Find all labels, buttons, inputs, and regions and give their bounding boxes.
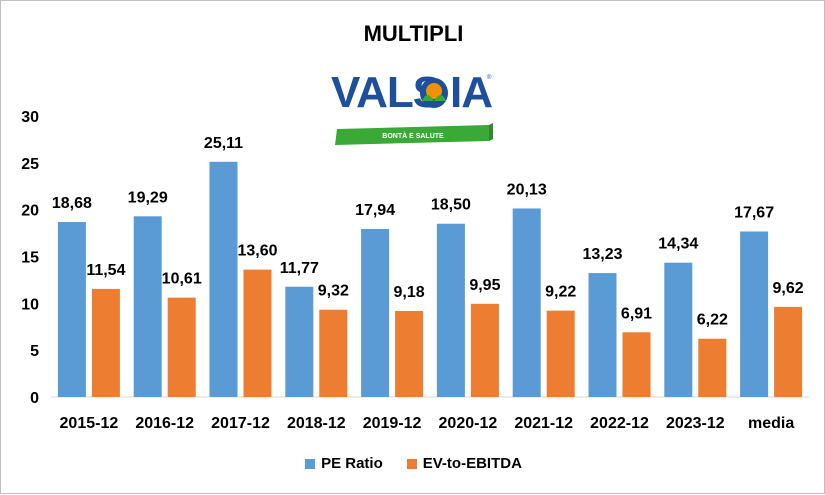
valsoia-logo: VALS IA ® BONTÀ E SALUTE <box>329 67 494 154</box>
bar-pe-ratio <box>209 161 238 397</box>
data-label-ev-to-ebitda: 10,61 <box>162 271 202 288</box>
bar-ev-to-ebitda <box>243 269 272 397</box>
data-label-pe-ratio: 18,68 <box>52 195 92 212</box>
legend-label-ev-to-ebitda: EV-to-EBITDA <box>422 455 522 472</box>
data-label-pe-ratio: 18,50 <box>431 197 471 214</box>
bar-pe-ratio <box>588 273 617 397</box>
data-label-ev-to-ebitda: 6,22 <box>697 312 728 329</box>
bar-pe-ratio <box>285 286 314 397</box>
data-label-ev-to-ebitda: 9,62 <box>773 280 804 297</box>
x-tick-label: 2020-12 <box>439 415 498 432</box>
x-tick-label: 2022-12 <box>590 415 649 432</box>
data-label-ev-to-ebitda: 11,54 <box>86 262 125 279</box>
y-tick-label: 10 <box>21 296 39 313</box>
y-tick-label: 25 <box>21 156 39 173</box>
bar-ev-to-ebitda <box>91 288 120 397</box>
y-tick-label: 5 <box>30 343 39 360</box>
bar-pe-ratio <box>664 262 693 397</box>
bar-ev-to-ebitda <box>470 303 499 397</box>
data-label-pe-ratio: 20,13 <box>507 181 547 198</box>
bar-pe-ratio <box>512 208 541 397</box>
legend: PE Ratio EV-to-EBITDA <box>1 455 825 472</box>
bar-pe-ratio <box>133 216 162 397</box>
data-label-pe-ratio: 13,23 <box>582 246 622 263</box>
data-label-pe-ratio: 19,29 <box>128 189 168 206</box>
bar-ev-to-ebitda <box>167 297 196 397</box>
data-label-pe-ratio: 17,94 <box>355 202 395 219</box>
bar-ev-to-ebitda <box>622 332 651 397</box>
x-tick-label: 2019-12 <box>363 415 422 432</box>
x-tick-label: 2015-12 <box>60 415 119 432</box>
bar-ev-to-ebitda <box>546 310 575 397</box>
bar-pe-ratio <box>57 222 86 397</box>
y-tick-label: 0 <box>30 390 39 407</box>
data-label-ev-to-ebitda: 6,91 <box>621 305 652 322</box>
bar-ev-to-ebitda <box>774 306 803 397</box>
y-tick-label: 20 <box>21 203 39 220</box>
legend-label-pe-ratio: PE Ratio <box>321 455 383 472</box>
svg-text:IA: IA <box>450 68 492 117</box>
leaf-emblem-icon <box>420 78 448 108</box>
legend-item-ev-to-ebitda: EV-to-EBITDA <box>406 455 522 472</box>
x-tick-label: 2021-12 <box>514 415 573 432</box>
data-label-pe-ratio: 17,67 <box>734 204 774 221</box>
x-tick-label: 2016-12 <box>135 415 194 432</box>
data-label-ev-to-ebitda: 13,60 <box>237 243 277 260</box>
data-label-ev-to-ebitda: 9,22 <box>545 284 576 301</box>
x-tick-label: 2023-12 <box>666 415 725 432</box>
y-tick-label: 15 <box>21 250 39 267</box>
data-label-pe-ratio: 25,11 <box>204 135 243 152</box>
x-tick-label: media <box>748 415 794 432</box>
bar-ev-to-ebitda <box>319 309 348 397</box>
bar-pe-ratio <box>740 231 769 397</box>
chart-title: MULTIPLI <box>363 21 464 46</box>
svg-text:®: ® <box>487 74 492 81</box>
bar-ev-to-ebitda <box>395 311 424 397</box>
y-tick-label: 30 <box>21 109 39 126</box>
legend-swatch-ev-to-ebitda <box>406 458 417 469</box>
bar-ev-to-ebitda <box>698 338 727 397</box>
data-label-ev-to-ebitda: 9,95 <box>469 277 500 294</box>
legend-swatch-pe-ratio <box>305 458 316 469</box>
data-label-ev-to-ebitda: 9,32 <box>318 283 349 300</box>
bar-pe-ratio <box>436 223 465 397</box>
data-label-pe-ratio: 14,34 <box>658 236 698 253</box>
data-label-ev-to-ebitda: 9,18 <box>394 284 425 301</box>
legend-item-pe-ratio: PE Ratio <box>305 455 383 472</box>
x-tick-label: 2017-12 <box>211 415 270 432</box>
x-tick-label: 2018-12 <box>287 415 346 432</box>
svg-text:BONTÀ E SALUTE: BONTÀ E SALUTE <box>382 131 444 140</box>
bar-pe-ratio <box>361 228 390 397</box>
data-label-pe-ratio: 11,77 <box>280 260 319 277</box>
